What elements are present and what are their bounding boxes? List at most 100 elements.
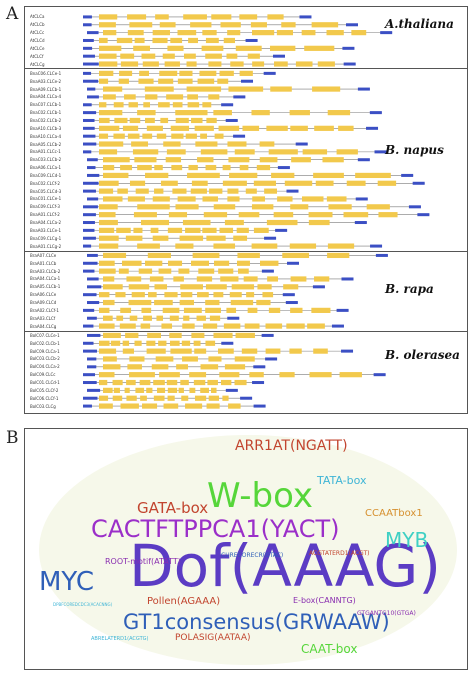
cds-exon — [103, 276, 115, 282]
gene-label: BolC03.CLCg — [30, 403, 56, 409]
cds-exon — [290, 307, 303, 313]
gene-label: BraA01.CLCb — [30, 260, 57, 266]
cds-exon — [219, 227, 234, 233]
cds-exon — [139, 70, 150, 76]
utr-block — [87, 31, 99, 35]
cds-exon — [140, 219, 170, 226]
cds-exon — [228, 86, 264, 92]
cds-exon — [103, 356, 117, 362]
cds-exon — [131, 292, 145, 298]
cds-exon — [120, 61, 139, 67]
utr-block — [375, 253, 388, 257]
utr-block — [417, 213, 430, 217]
cds-exon — [222, 164, 231, 171]
utr-block — [83, 244, 92, 248]
utr-block — [83, 228, 95, 232]
utr-block — [83, 150, 92, 154]
cds-exon — [200, 364, 219, 370]
cds-exon — [170, 348, 192, 354]
cds-exon — [134, 340, 142, 346]
cds-exon — [235, 45, 262, 51]
cds-exon — [202, 30, 217, 36]
cds-exon — [207, 379, 218, 386]
motif-word: ROOT-motif(ATATT) — [105, 557, 181, 566]
cds-exon — [169, 332, 182, 339]
cds-exon — [112, 395, 123, 401]
utr-block — [83, 71, 92, 75]
cds-exon — [154, 284, 168, 290]
utr-block — [83, 236, 96, 240]
utr-block — [83, 79, 99, 83]
cds-exon — [229, 292, 242, 298]
cds-exon — [120, 403, 139, 409]
cds-exon — [113, 387, 120, 393]
cds-exon — [257, 284, 272, 290]
motif-word: CURECORECR(GTAC) — [221, 552, 284, 559]
cds-exon — [175, 110, 208, 116]
cds-exon — [251, 110, 270, 116]
utr-block — [87, 166, 96, 170]
gene-label: BraA07.CLCe — [30, 252, 57, 258]
cds-exon — [154, 299, 173, 306]
cds-exon — [346, 180, 366, 186]
species-label: B. rapa — [385, 281, 434, 296]
cds-exon — [103, 157, 130, 163]
utr-block — [83, 404, 92, 408]
cds-exon — [336, 149, 358, 155]
utr-block — [83, 46, 93, 50]
cds-exon — [256, 299, 271, 306]
cds-exon — [191, 332, 205, 339]
utr-block — [287, 261, 300, 265]
cds-exon — [99, 227, 115, 233]
cds-exon — [146, 387, 153, 393]
utr-block — [245, 38, 258, 42]
cds-exon — [163, 403, 179, 409]
cds-exon — [308, 219, 330, 226]
cds-exon — [103, 387, 113, 393]
gene-label: BolC03.CLCb-2 — [30, 356, 60, 362]
gene-label: AtCLCd — [30, 37, 45, 43]
panel-label-b: B — [6, 428, 19, 448]
motif-word: E-box(CANNTG) — [293, 596, 356, 605]
utr-block — [87, 357, 97, 361]
cds-exon — [189, 387, 196, 393]
cds-exon — [99, 70, 114, 76]
cds-exon — [153, 395, 165, 401]
cds-exon — [304, 45, 335, 51]
gene-label: BnaA03.CLCe-2 — [30, 78, 62, 84]
cds-exon — [313, 348, 328, 354]
utr-block — [83, 15, 92, 19]
cds-exon — [343, 212, 369, 218]
cds-exon — [182, 219, 211, 226]
cds-exon — [291, 157, 311, 163]
cds-exon — [270, 45, 296, 51]
utr-block — [221, 103, 234, 107]
cds-exon — [253, 227, 269, 233]
cds-exon — [191, 180, 208, 186]
utr-block — [87, 365, 97, 369]
utr-block — [83, 221, 95, 225]
cds-exon — [127, 30, 144, 36]
cds-exon — [127, 196, 145, 202]
cds-exon — [159, 70, 178, 76]
cds-exon — [168, 260, 183, 266]
cds-exon — [289, 110, 310, 116]
cds-exon — [159, 22, 176, 28]
motif-word: ABRELATERD1(ACGTG) — [91, 636, 149, 642]
cds-exon — [145, 172, 169, 179]
cds-exon — [154, 188, 164, 194]
motif-word: Pollen(AGAAA) — [147, 596, 221, 607]
cds-exon — [103, 332, 121, 339]
utr-block — [261, 269, 274, 273]
utr-block — [341, 277, 354, 281]
motif-word: MYC — [39, 567, 95, 597]
gene-label: AtCLCc — [30, 30, 45, 36]
cds-exon — [119, 323, 136, 329]
utr-block — [87, 316, 97, 320]
cds-exon — [205, 340, 216, 346]
cds-exon — [252, 30, 275, 36]
gene-label: BnaC07.CLCb-1 — [30, 102, 62, 108]
utr-block — [83, 381, 97, 385]
cds-exon — [201, 45, 224, 51]
cds-exon — [99, 53, 117, 59]
